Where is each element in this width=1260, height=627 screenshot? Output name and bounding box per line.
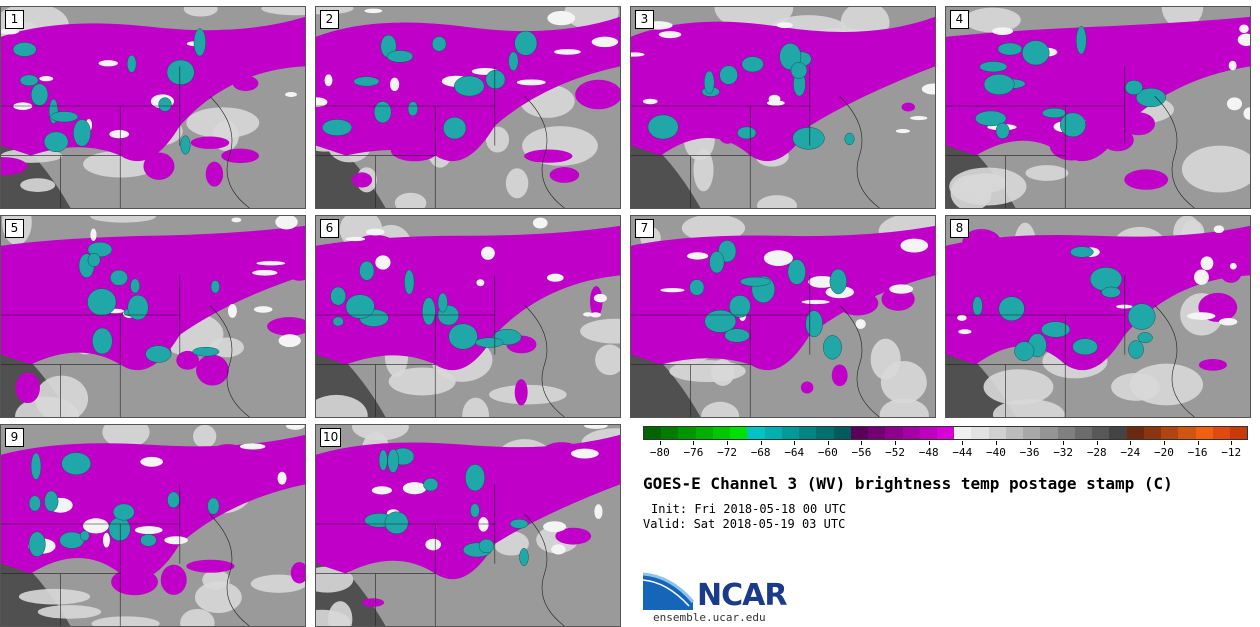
colorbar-segment bbox=[833, 427, 851, 439]
panel-number: 7 bbox=[635, 219, 654, 238]
panel-number: 10 bbox=[320, 428, 342, 447]
colorbar-tick bbox=[794, 441, 796, 445]
colorbar-segment bbox=[816, 427, 834, 439]
colorbar-tick-label: −60 bbox=[817, 446, 838, 459]
colorbar-tick-label: −80 bbox=[649, 446, 670, 459]
colorbar-segment bbox=[1092, 427, 1110, 439]
panel-number: 1 bbox=[5, 10, 24, 29]
colorbar-segment bbox=[902, 427, 920, 439]
colorbar-segment bbox=[868, 427, 886, 439]
colorbar-tick bbox=[962, 441, 964, 445]
colorbar-segment bbox=[1161, 427, 1179, 439]
colorbar-tick bbox=[861, 441, 863, 445]
colorbar-tick bbox=[895, 441, 897, 445]
panel-number: 2 bbox=[320, 10, 339, 29]
colorbar-segment bbox=[1143, 427, 1162, 439]
colorbar-tick bbox=[995, 441, 997, 445]
panel-number: 9 bbox=[5, 428, 24, 447]
colorbar-tick bbox=[928, 441, 930, 445]
postage-stamp-panel: 6 bbox=[315, 215, 621, 418]
postage-stamp-panel: 8 bbox=[945, 215, 1251, 418]
postage-stamp-panel: 5 bbox=[0, 215, 306, 418]
postage-stamp-panel: 9 bbox=[0, 424, 306, 627]
colorbar-segment bbox=[1057, 427, 1075, 439]
colorbar-tick bbox=[693, 441, 695, 445]
colorbar-tick-label: −44 bbox=[952, 446, 973, 459]
colorbar-tick-label: −64 bbox=[784, 446, 805, 459]
colorbar-segment bbox=[850, 427, 869, 439]
postage-stamp-panel: 1 bbox=[0, 6, 306, 209]
colorbar-tick bbox=[1096, 441, 1098, 445]
init-time: Init: Fri 2018-05-18 00 UTC bbox=[651, 502, 847, 516]
colorbar-segment bbox=[885, 427, 903, 439]
colorbar-segment bbox=[661, 427, 679, 439]
ncar-logo-text: NCAR bbox=[697, 578, 787, 613]
colorbar-segment bbox=[1126, 427, 1144, 439]
colorbar-segment bbox=[1195, 427, 1213, 439]
panel-number: 6 bbox=[320, 219, 339, 238]
colorbar-segment bbox=[1212, 427, 1230, 439]
colorbar-segment bbox=[781, 427, 800, 439]
colorbar-segment bbox=[644, 427, 662, 439]
postage-stamp-panel: 2 bbox=[315, 6, 621, 209]
postage-stamp-panel: 3 bbox=[630, 6, 936, 209]
colorbar-segment bbox=[1109, 427, 1127, 439]
postage-stamp-panel: 4 bbox=[945, 6, 1251, 209]
colorbar-segment bbox=[799, 427, 817, 439]
postage-stamp-panel: 10 bbox=[315, 424, 621, 627]
valid-time: Valid: Sat 2018-05-19 03 UTC bbox=[643, 517, 846, 531]
colorbar-segment bbox=[678, 427, 696, 439]
colorbar-segment bbox=[747, 427, 765, 439]
colorbar-tick-label: −20 bbox=[1154, 446, 1174, 459]
colorbar-tick bbox=[1163, 441, 1165, 445]
colorbar-tick-label: −68 bbox=[750, 446, 771, 459]
colorbar-segment bbox=[971, 427, 989, 439]
colorbar-segment bbox=[712, 427, 731, 439]
colorbar-ticks: −80 −76 −72 −68 −64 −60 −56 −52 −48 −44 −40 −36 −32−… bbox=[643, 441, 1248, 461]
colorbar-tick-label: −28 bbox=[1086, 446, 1107, 459]
colorbar-segment bbox=[954, 427, 972, 439]
colorbar-tick-label: −36 bbox=[1019, 446, 1040, 459]
panel-number: 8 bbox=[950, 219, 969, 238]
figure-title: GOES-E Channel 3 (WV) brightness temp po… bbox=[643, 474, 1173, 493]
colorbar-segment bbox=[1040, 427, 1058, 439]
colorbar-tick-label: −24 bbox=[1120, 446, 1141, 459]
panel-number: 4 bbox=[950, 10, 969, 29]
colorbar-segment bbox=[919, 427, 937, 439]
colorbar-segment bbox=[1005, 427, 1024, 439]
colorbar-segment bbox=[988, 427, 1006, 439]
colorbar-tick-label: −40 bbox=[985, 446, 1006, 459]
colorbar-tick-label: −52 bbox=[885, 446, 906, 459]
logo-url: ensemble.ucar.edu bbox=[653, 611, 766, 624]
colorbar-segment bbox=[1178, 427, 1196, 439]
colorbar-segment bbox=[1074, 427, 1093, 439]
colorbar-tick-label: −76 bbox=[683, 446, 704, 459]
colorbar-tick bbox=[1130, 441, 1132, 445]
colorbar-tick-label: −48 bbox=[918, 446, 939, 459]
colorbar-tick-label: −12 bbox=[1221, 446, 1242, 459]
colorbar-segment bbox=[695, 427, 713, 439]
colorbar-segment bbox=[764, 427, 782, 439]
colorbar-tick bbox=[1197, 441, 1199, 445]
ncar-logo-icon bbox=[643, 572, 695, 610]
colorbar-tick bbox=[727, 441, 729, 445]
colorbar-tick-label: −56 bbox=[851, 446, 872, 459]
panel-number: 5 bbox=[5, 219, 24, 238]
colorbar-segment bbox=[1023, 427, 1041, 439]
colorbar-tick bbox=[659, 441, 661, 445]
colorbar-tick bbox=[1063, 441, 1065, 445]
colorbar-tick-label: −72 bbox=[717, 446, 737, 459]
colorbar-segment bbox=[936, 427, 955, 439]
colorbar-tick bbox=[760, 441, 762, 445]
colorbar bbox=[643, 426, 1248, 440]
colorbar-tick bbox=[1231, 441, 1233, 445]
panel-number: 3 bbox=[635, 10, 654, 29]
postage-stamp-panel: 7 bbox=[630, 215, 936, 418]
colorbar-tick bbox=[827, 441, 829, 445]
colorbar-tick bbox=[1029, 441, 1031, 445]
colorbar-tick-label: −16 bbox=[1187, 446, 1208, 459]
colorbar-segment bbox=[730, 427, 748, 439]
colorbar-tick-label: −32 bbox=[1053, 446, 1074, 459]
colorbar-segment bbox=[1229, 427, 1248, 439]
